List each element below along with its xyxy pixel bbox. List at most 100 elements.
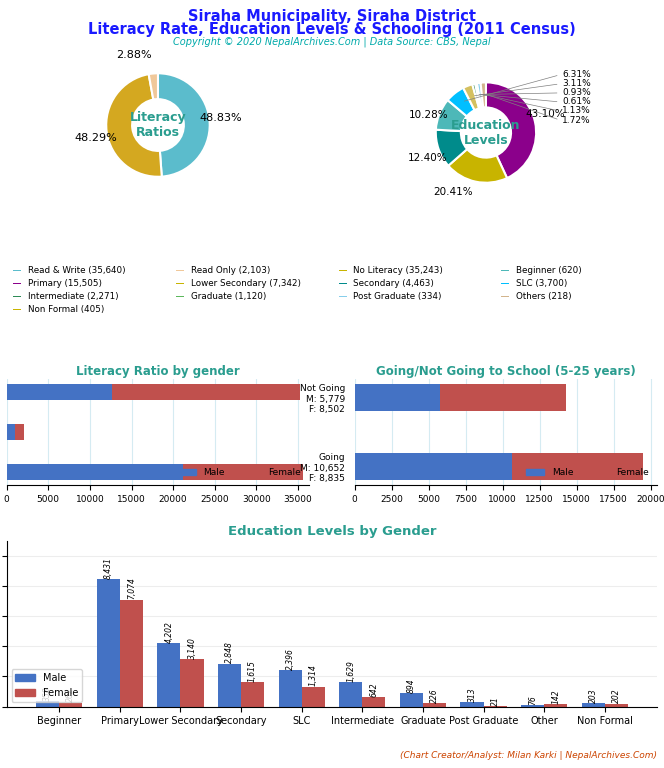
- Wedge shape: [436, 100, 467, 131]
- FancyBboxPatch shape: [339, 270, 347, 271]
- Text: SLC (3,700): SLC (3,700): [516, 279, 567, 288]
- FancyBboxPatch shape: [501, 296, 509, 297]
- Text: 7,074: 7,074: [127, 578, 136, 599]
- Wedge shape: [463, 84, 479, 110]
- Text: 894: 894: [407, 678, 416, 693]
- FancyBboxPatch shape: [176, 296, 184, 297]
- Text: Secondary (4,463): Secondary (4,463): [353, 279, 434, 288]
- Text: 1,615: 1,615: [248, 660, 257, 682]
- Text: 0.61%: 0.61%: [562, 98, 591, 107]
- Text: 203: 203: [589, 689, 598, 703]
- Wedge shape: [481, 82, 486, 108]
- Bar: [157, 643, 181, 707]
- Bar: [339, 682, 363, 707]
- Text: Education
Levels: Education Levels: [452, 118, 521, 147]
- Legend: Male, Female: Male, Female: [175, 465, 305, 481]
- FancyBboxPatch shape: [176, 283, 184, 284]
- Title: Going/Not Going to School (5-25 years): Going/Not Going to School (5-25 years): [376, 365, 636, 378]
- Bar: [301, 687, 325, 707]
- Bar: [521, 706, 544, 707]
- Text: 10.28%: 10.28%: [409, 110, 449, 120]
- Bar: [544, 704, 567, 707]
- FancyBboxPatch shape: [13, 270, 21, 271]
- Wedge shape: [448, 149, 507, 183]
- Text: 21: 21: [491, 696, 499, 706]
- Bar: [363, 697, 385, 707]
- Text: Others (218): Others (218): [516, 292, 572, 301]
- Text: 142: 142: [551, 690, 560, 704]
- Wedge shape: [486, 82, 536, 178]
- Wedge shape: [475, 83, 481, 108]
- Text: 0.93%: 0.93%: [562, 88, 591, 98]
- Bar: [279, 670, 301, 707]
- Legend: Male, Female: Male, Female: [523, 465, 653, 481]
- Wedge shape: [472, 84, 481, 108]
- Text: Literacy Rate, Education Levels & Schooling (2011 Census): Literacy Rate, Education Levels & School…: [88, 22, 576, 38]
- Bar: [7, 424, 15, 440]
- Bar: [241, 682, 264, 707]
- Text: 3.11%: 3.11%: [562, 79, 591, 88]
- Text: Read & Write (35,640): Read & Write (35,640): [28, 266, 125, 275]
- Text: 1,629: 1,629: [347, 660, 355, 682]
- Text: Non Formal (405): Non Formal (405): [28, 305, 104, 314]
- FancyBboxPatch shape: [501, 270, 509, 271]
- Bar: [37, 701, 59, 707]
- Bar: [112, 383, 300, 399]
- Bar: [440, 383, 566, 411]
- Text: 642: 642: [369, 682, 378, 697]
- FancyBboxPatch shape: [339, 296, 347, 297]
- Wedge shape: [149, 73, 158, 100]
- Title: Education Levels by Gender: Education Levels by Gender: [228, 525, 436, 538]
- Bar: [355, 452, 512, 480]
- Text: Read Only (2,103): Read Only (2,103): [191, 266, 270, 275]
- Text: 20.41%: 20.41%: [434, 187, 473, 197]
- Bar: [605, 703, 627, 707]
- Bar: [120, 600, 143, 707]
- Legend: Male, Female: Male, Female: [11, 669, 82, 702]
- Text: 48.83%: 48.83%: [200, 113, 242, 123]
- Wedge shape: [436, 130, 467, 166]
- Text: 12.40%: 12.40%: [408, 153, 448, 163]
- FancyBboxPatch shape: [176, 270, 184, 271]
- Text: No Literacy (35,243): No Literacy (35,243): [353, 266, 443, 275]
- Text: 262: 262: [66, 687, 75, 702]
- Text: Graduate (1,120): Graduate (1,120): [191, 292, 266, 301]
- Text: Post Graduate (334): Post Graduate (334): [353, 292, 442, 301]
- Text: Lower Secondary (7,342): Lower Secondary (7,342): [191, 279, 301, 288]
- Text: 2,396: 2,396: [286, 648, 295, 670]
- Bar: [512, 452, 643, 480]
- Text: Intermediate (2,271): Intermediate (2,271): [28, 292, 118, 301]
- Bar: [183, 464, 303, 480]
- Text: (Chart Creator/Analyst: Milan Karki | NepalArchives.Com): (Chart Creator/Analyst: Milan Karki | Ne…: [400, 751, 657, 760]
- Text: 8,431: 8,431: [104, 557, 113, 579]
- Bar: [423, 703, 446, 707]
- Bar: [582, 703, 605, 707]
- Text: 1.13%: 1.13%: [562, 107, 591, 115]
- FancyBboxPatch shape: [501, 283, 509, 284]
- Text: 4,202: 4,202: [165, 621, 173, 643]
- Text: Siraha Municipality, Siraha District: Siraha Municipality, Siraha District: [188, 9, 476, 25]
- Bar: [400, 693, 423, 707]
- Text: 3,140: 3,140: [187, 637, 197, 659]
- Bar: [15, 424, 24, 440]
- Text: 6.31%: 6.31%: [562, 71, 591, 79]
- Text: 2,848: 2,848: [225, 641, 234, 664]
- Wedge shape: [477, 83, 483, 108]
- Bar: [7, 383, 112, 399]
- Text: Copyright © 2020 NepalArchives.Com | Data Source: CBS, Nepal: Copyright © 2020 NepalArchives.Com | Dat…: [173, 36, 491, 47]
- Text: 48.29%: 48.29%: [74, 133, 117, 143]
- Bar: [355, 383, 440, 411]
- Wedge shape: [106, 74, 162, 177]
- Text: 202: 202: [612, 689, 621, 703]
- Bar: [97, 579, 120, 707]
- Text: 358: 358: [43, 687, 52, 701]
- FancyBboxPatch shape: [13, 296, 21, 297]
- Text: 313: 313: [467, 687, 477, 701]
- Text: Literacy
Ratios: Literacy Ratios: [129, 111, 187, 139]
- Bar: [7, 464, 183, 480]
- FancyBboxPatch shape: [339, 283, 347, 284]
- Text: 76: 76: [528, 695, 537, 705]
- Wedge shape: [448, 88, 475, 116]
- Wedge shape: [158, 73, 210, 177]
- Text: Beginner (620): Beginner (620): [516, 266, 582, 275]
